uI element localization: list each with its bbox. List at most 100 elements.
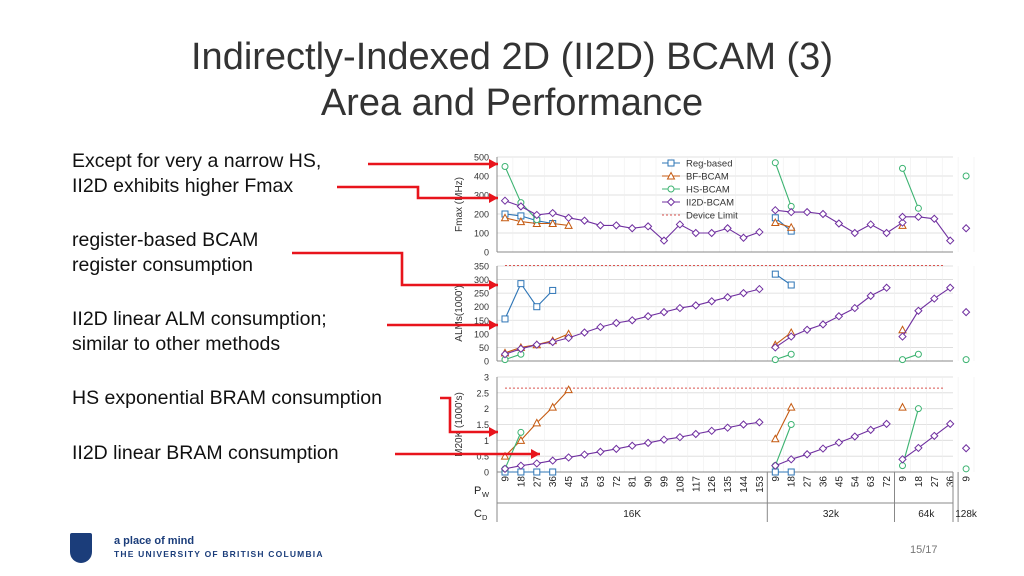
data-point-reg-based: [549, 286, 557, 294]
legend-marker: [667, 185, 675, 193]
data-point-ii2d-bcam: [516, 202, 526, 211]
annotation-arrow: [440, 396, 498, 434]
data-point-ii2d-bcam: [945, 283, 955, 292]
arrow-head: [489, 280, 498, 290]
x-tick-label: 27: [803, 476, 814, 488]
x-tick-label: 9: [898, 476, 909, 482]
x-axis-labels: 9 18 27 36 45 54 63 72 81 90 99 108 117 126 135 144 153 9…: [474, 472, 978, 522]
data-point-ii2d-bcam: [898, 212, 907, 222]
series-line-bf-bcam: [774, 406, 792, 440]
title-line-1: Indirectly-Indexed 2D (II2D) BCAM (3): [191, 36, 833, 78]
data-point-bf-bcam: [564, 385, 573, 394]
series-line-hs-bcam: [901, 168, 919, 209]
data-point-ii2d-bcam: [755, 284, 764, 294]
bullet-reg-2: register consumption: [72, 254, 254, 276]
data-point-bf-bcam: [516, 217, 526, 226]
x-tick-label: 54: [580, 476, 591, 488]
series-line-hs-bcam: [504, 166, 538, 221]
data-point-hs-bcam: [962, 465, 970, 473]
data-point-ii2d-bcam: [850, 432, 860, 441]
data-point-ii2d-bcam: [532, 340, 542, 349]
data-point-ii2d-bcam: [659, 236, 669, 245]
y-tick-label: 500: [474, 153, 489, 163]
data-point-ii2d-bcam: [755, 418, 764, 427]
bullet-fmax-1: Except for very a narrow HS,: [72, 150, 322, 172]
arrow-head: [489, 159, 498, 169]
data-point-ii2d-bcam: [850, 303, 860, 313]
x-tick-label: 9: [962, 476, 973, 482]
y-tick-label: 200: [474, 302, 489, 312]
data-point-ii2d-bcam: [914, 443, 923, 453]
data-point-reg-based: [517, 468, 525, 476]
data-point-bf-bcam: [548, 402, 558, 411]
data-point-ii2d-bcam: [612, 318, 621, 328]
series-line-ii2d-bcam: [902, 287, 951, 337]
data-point-hs-bcam: [787, 350, 795, 358]
arrow-head: [489, 193, 498, 203]
legend-marker: [666, 197, 676, 207]
cd-label-sub: D: [482, 513, 488, 522]
y-tick-label: 2: [484, 404, 489, 414]
data-point-ii2d-bcam: [659, 435, 669, 444]
footer-university: THE UNIVERSITY OF BRITISH COLUMBIA: [114, 549, 324, 559]
data-point-ii2d-bcam: [723, 224, 732, 233]
data-point-ii2d-bcam: [548, 456, 557, 465]
data-point-reg-based: [501, 315, 509, 323]
ubc-logo: [70, 533, 92, 563]
bullet-reg-1: register-based BCAM: [72, 229, 259, 251]
data-point-ii2d-bcam: [802, 450, 812, 459]
data-point-bf-bcam: [500, 213, 510, 222]
bullet-ii2d-bram: II2D linear BRAM consumption: [72, 442, 339, 464]
data-point-ii2d-bcam: [945, 236, 955, 245]
y-tick-label: 100: [474, 229, 489, 239]
data-point-ii2d-bcam: [802, 207, 812, 217]
x-tick-label: 45: [834, 476, 845, 488]
data-point-bf-bcam: [564, 220, 573, 229]
data-point-hs-bcam: [914, 204, 922, 212]
chart-panel: 0 100 200 300 400 500 Fmax (MHz): [454, 153, 975, 258]
data-point-ii2d-bcam: [548, 337, 557, 347]
legend-label: II2D-BCAM: [686, 198, 734, 209]
x-tick-label: 27: [930, 476, 941, 488]
data-point-reg-based: [533, 468, 541, 476]
data-point-ii2d-bcam: [961, 307, 971, 317]
data-point-ii2d-bcam: [961, 224, 971, 233]
x-tick-label: 54: [850, 476, 861, 488]
data-point-ii2d-bcam: [596, 322, 605, 332]
data-point-ii2d-bcam: [707, 297, 716, 306]
x-tick-label: 135: [723, 476, 734, 493]
x-tick-label: 18: [516, 476, 527, 488]
data-point-ii2d-bcam: [596, 447, 605, 456]
data-point-ii2d-bcam: [675, 220, 685, 229]
bullet-alm-1: II2D linear ALM consumption;: [72, 308, 327, 330]
data-point-ii2d-bcam: [643, 438, 653, 448]
data-point-hs-bcam: [517, 428, 525, 436]
data-point-bf-bcam: [786, 222, 796, 231]
data-point-hs-bcam: [771, 356, 779, 364]
data-point-hs-bcam: [962, 356, 970, 364]
data-point-ii2d-bcam: [707, 426, 716, 436]
data-point-ii2d-bcam: [866, 425, 875, 435]
x-tick-label: 144: [739, 476, 750, 493]
data-point-ii2d-bcam: [627, 316, 637, 325]
data-point-ii2d-bcam: [818, 444, 828, 453]
data-point-ii2d-bcam: [882, 283, 891, 292]
y-tick-label: 2.5: [476, 388, 489, 398]
x-tick-label: 9: [771, 476, 782, 482]
y-tick-label: 100: [474, 329, 489, 339]
data-point-bf-bcam: [770, 434, 780, 443]
data-point-reg-based: [771, 468, 779, 476]
data-point-ii2d-bcam: [739, 288, 748, 298]
data-point-ii2d-bcam: [500, 196, 510, 205]
x-tick-label: 99: [660, 476, 671, 488]
data-point-hs-bcam: [899, 164, 906, 172]
data-point-ii2d-bcam: [516, 344, 526, 353]
data-point-ii2d-bcam: [786, 207, 796, 217]
data-point-ii2d-bcam: [882, 228, 891, 238]
data-point-ii2d-bcam: [755, 227, 764, 237]
series-line-reg-based: [504, 213, 553, 225]
data-point-reg-based: [549, 468, 557, 476]
data-point-reg-based: [517, 280, 525, 288]
data-point-ii2d-bcam: [914, 212, 923, 222]
data-point-ii2d-bcam: [771, 205, 780, 215]
